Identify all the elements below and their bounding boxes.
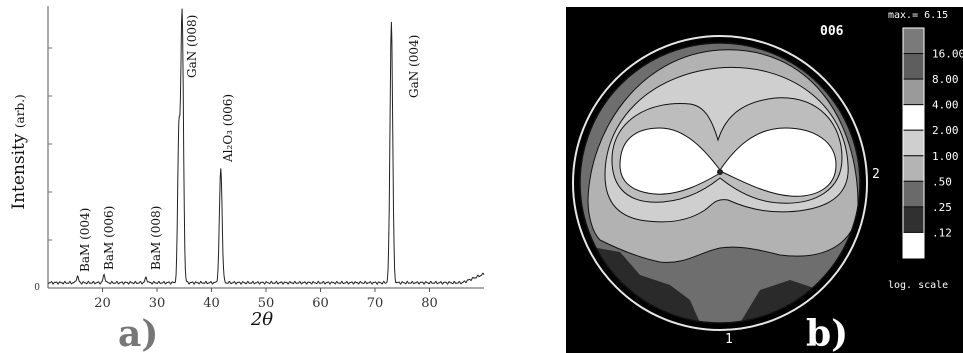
x-tick-label: 70: [367, 296, 384, 311]
legend-level-label: 8.00: [932, 73, 959, 86]
legend-swatch: [902, 155, 925, 182]
log-scale-label: log. scale: [888, 280, 948, 291]
y-axis-label: Intensity (arb.): [9, 94, 29, 209]
legend-level-label: .50: [932, 175, 952, 188]
max-label: max.= 6.15: [888, 10, 948, 21]
xrd-curve: [47, 8, 485, 285]
pole-figure-title: 006: [820, 24, 844, 39]
legend-level-label: .12: [932, 226, 952, 239]
legend-swatch: [902, 78, 925, 106]
x-axis-label: 2θ: [250, 309, 273, 330]
x-tick-label: 40: [203, 296, 220, 311]
peak-label: Al₂O₃ (006): [221, 94, 235, 163]
legend-level-label: 16.00: [932, 48, 963, 61]
x-tick-label: 60: [312, 296, 329, 311]
legend-border: [902, 27, 925, 259]
axis-marker-1: 1: [725, 332, 733, 347]
axis-marker-2: 2: [872, 167, 880, 182]
legend-swatch: [902, 27, 925, 55]
peak-label: GaN (004): [407, 35, 421, 98]
peak-label: BaM (008): [149, 206, 163, 270]
legend-level-label: 4.00: [932, 99, 959, 112]
legend-level-label: 2.00: [932, 124, 959, 137]
legend-swatch: [902, 206, 925, 233]
legend-level-label: 1.00: [932, 150, 959, 163]
pole-figure-outer-ring: [572, 35, 868, 331]
xrd-panel: Intensity (arb.) 0 20 30 40 50 60 70 80 BaM (0…: [9, 6, 485, 353]
pole-figure-inner-ring: [579, 42, 861, 324]
legend-swatch: [902, 104, 925, 131]
contour-level-4-00: [619, 127, 837, 197]
log-scale-legend: 16.00 8.00 4.00 2.00 1.00 .50 .25 .12: [902, 27, 963, 259]
x-tick-label: 20: [94, 296, 111, 311]
pole-figure-panel: 006 1 2 max.= 6.15 16.00 8.00 4.00 2.00 1.00…: [566, 7, 963, 353]
pole-center: [717, 169, 723, 175]
x-tick-label: 50: [258, 296, 275, 311]
legend-swatch: [902, 180, 925, 208]
y-tick-label: 0: [34, 283, 40, 293]
panel-a-label: a): [118, 313, 158, 353]
legend-swatch: [902, 231, 925, 259]
legend-swatch: [902, 129, 925, 157]
x-tick-label: 30: [149, 296, 166, 311]
legend-swatch: [902, 53, 925, 80]
peak-label: BaM (006): [102, 206, 116, 270]
panel-b-label: b): [806, 313, 848, 353]
peak-label: GaN (008): [185, 15, 199, 78]
peak-label: BaM (004): [78, 208, 92, 272]
legend-level-label: .25: [932, 201, 952, 214]
pole-figure-contours: [580, 43, 860, 323]
xrd-x-ticks: 20 30 40 50 60 70 80: [94, 288, 438, 311]
xrd-peak-labels: BaM (004) BaM (006) BaM (008) GaN (008) Al₂O…: [78, 15, 421, 272]
x-tick-label: 80: [421, 296, 438, 311]
